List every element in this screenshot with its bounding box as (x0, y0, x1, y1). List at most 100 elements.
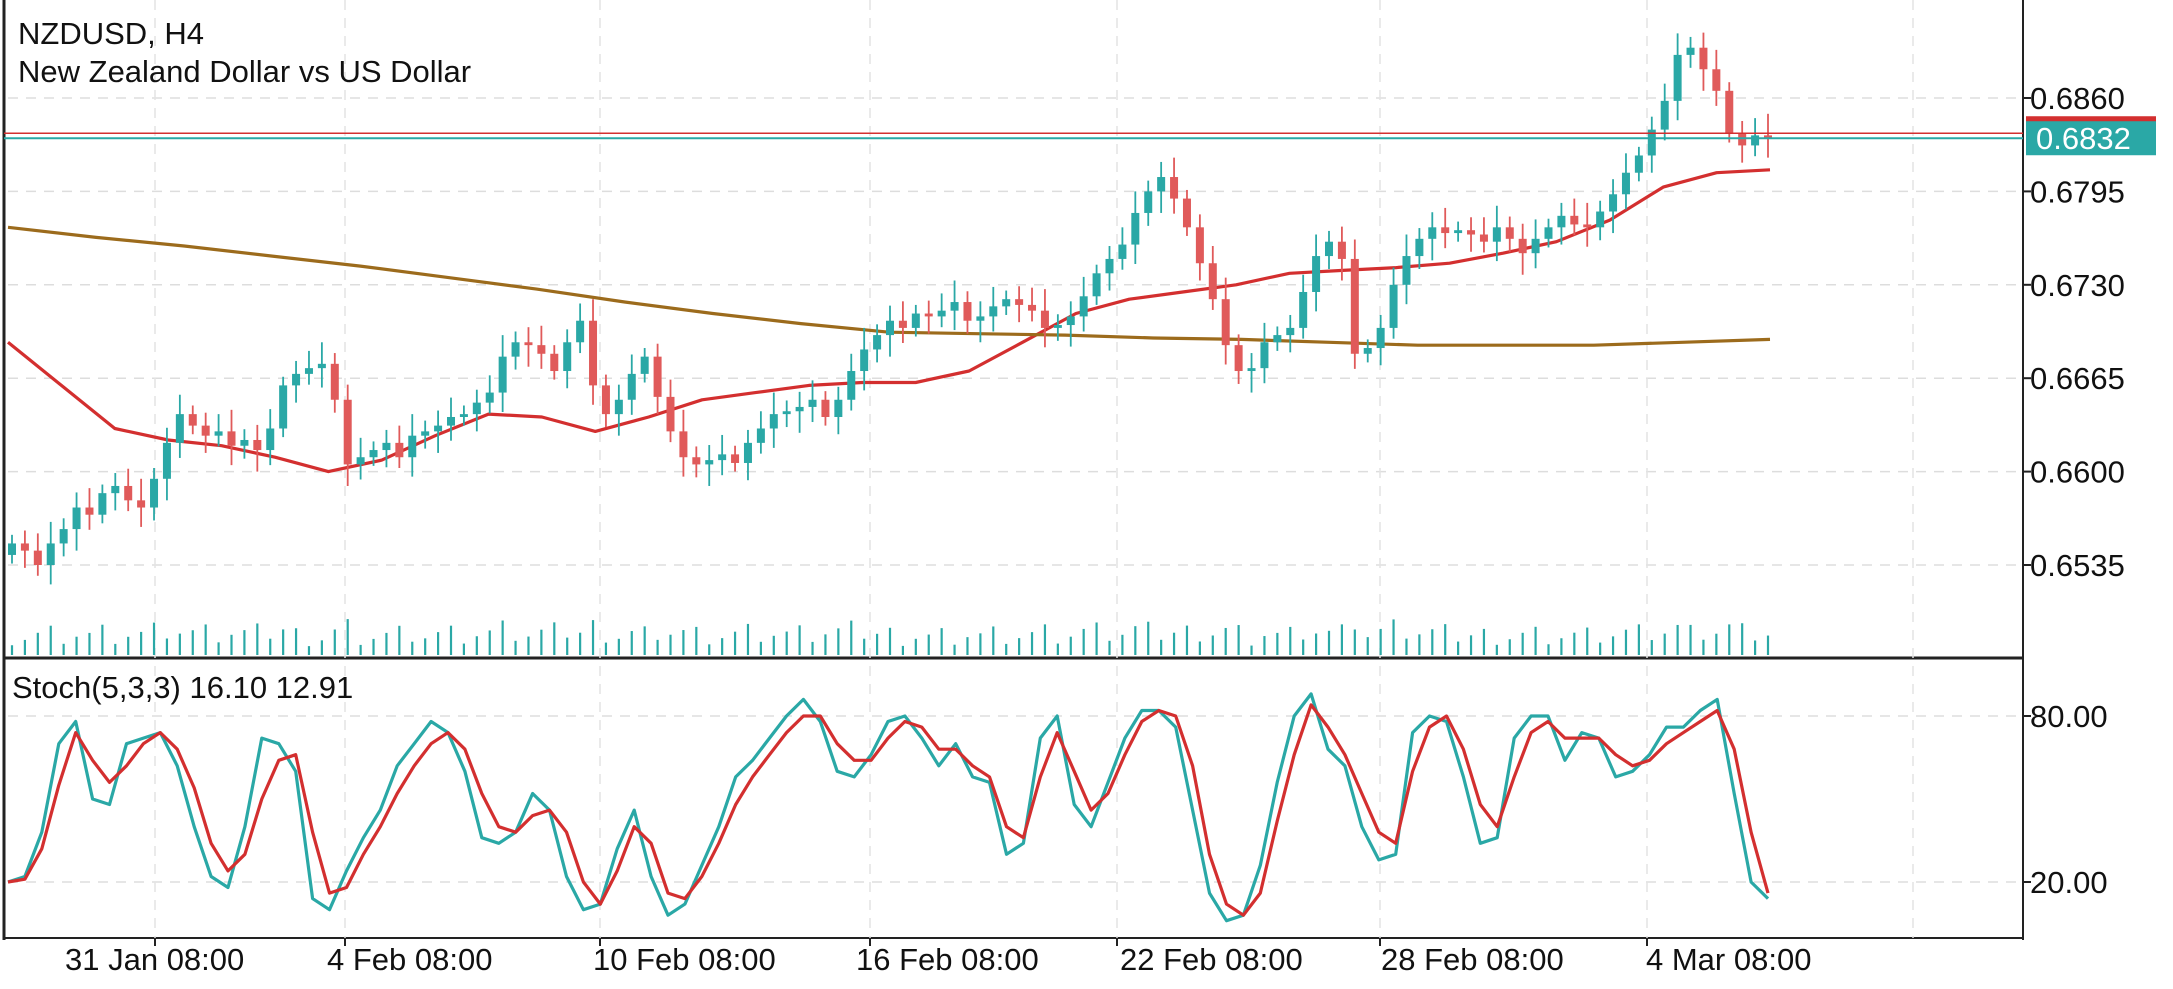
candle-body (1092, 273, 1101, 297)
candle-body (924, 313, 933, 317)
candle-body (950, 302, 959, 311)
candle-body (1118, 244, 1127, 259)
candle-body (292, 373, 301, 386)
candle-body (718, 454, 727, 461)
candle-body (395, 442, 404, 458)
candle-body (1337, 241, 1346, 259)
candle-body (782, 411, 791, 415)
candle-body (1660, 100, 1669, 130)
candle-body (705, 460, 714, 465)
candle-body (1182, 198, 1191, 228)
candle-body (33, 550, 42, 565)
candle-body (563, 342, 572, 372)
candle-body (72, 507, 81, 530)
candle-body (1634, 155, 1643, 173)
candle-body (1531, 238, 1540, 254)
candle-body (550, 353, 559, 372)
candle-body (434, 425, 443, 432)
stochastic-lines (7, 692, 1770, 923)
axis-ticks: 0.6860 0.6795 0.6730 0.6665 0.6600 0.6535 80.0… (65, 81, 2125, 977)
candle-body (369, 450, 378, 458)
candle-body (124, 485, 133, 501)
candle-body (1621, 172, 1630, 195)
candle-body (808, 399, 817, 407)
current-price-tag (2026, 121, 2156, 156)
candle-body (898, 320, 907, 328)
candle-body (46, 543, 55, 565)
candle-body (1299, 291, 1308, 328)
candle-body (1312, 256, 1321, 292)
candle-body (356, 457, 365, 465)
candle-body (1583, 224, 1592, 228)
candle-body (537, 345, 546, 354)
candle-body (1428, 227, 1437, 239)
symbol-subtitle: New Zealand Dollar vs US Dollar (18, 54, 471, 89)
stoch-tick-label: 80.00 (2030, 699, 2108, 734)
current-price-label: 0.6832 (2036, 121, 2131, 156)
candle-body (1673, 54, 1682, 101)
candle-body (1686, 47, 1695, 55)
candle-body (1738, 133, 1747, 146)
candle-body (1040, 310, 1049, 328)
candle-body (1492, 227, 1501, 242)
candle-body (743, 442, 752, 463)
time-tick-label: 16 Feb 08:00 (856, 942, 1039, 977)
candle-body (1144, 191, 1153, 213)
candle-body (1079, 296, 1088, 317)
candle-body (1402, 256, 1411, 285)
candle-body (1467, 230, 1476, 235)
time-tick-label: 4 Mar 08:00 (1646, 942, 1811, 977)
candle-body (98, 493, 107, 515)
candle-body (1725, 90, 1734, 134)
candle-body (240, 439, 249, 446)
candle-body (330, 363, 339, 400)
candle-body (150, 478, 159, 508)
candle-body (446, 416, 456, 426)
candle-body (989, 306, 998, 317)
stoch-k-line (7, 692, 1770, 923)
candle-body (7, 543, 17, 555)
candle-body (976, 316, 985, 321)
time-tick-label: 10 Feb 08:00 (593, 942, 776, 977)
candle-body (1479, 234, 1488, 242)
candle-body (59, 529, 68, 544)
candle-body (1454, 230, 1463, 234)
candle-body (847, 371, 856, 400)
time-tick-label: 4 Feb 08:00 (327, 942, 492, 977)
stoch-d-line (7, 703, 1770, 917)
candle-body (1028, 304, 1037, 311)
candle-body (162, 442, 171, 479)
candle-body (1712, 69, 1721, 91)
price-tick-label: 0.6860 (2030, 81, 2125, 116)
candle-body (1260, 342, 1269, 369)
candle-body (679, 431, 688, 458)
candle-body (1570, 215, 1579, 225)
candle-body (601, 385, 610, 415)
candlesticks[interactable] (7, 32, 1773, 585)
candle-body (1763, 135, 1773, 139)
candle-body (317, 363, 326, 369)
candle-body (85, 507, 94, 515)
candle-body (1415, 238, 1424, 257)
candle-body (653, 356, 662, 397)
candle-body (1002, 299, 1011, 307)
candle-body (1273, 335, 1282, 343)
candle-body (1247, 368, 1256, 372)
candle-body (1350, 258, 1359, 354)
candle-body (511, 342, 520, 357)
time-tick-label: 28 Feb 08:00 (1381, 942, 1564, 977)
candle-body (498, 356, 507, 393)
candle-body (1505, 227, 1514, 239)
candle-body (1389, 284, 1398, 328)
candle-body (873, 335, 882, 350)
candle-body (756, 428, 765, 443)
candle-body (421, 431, 430, 436)
candle-body (911, 313, 920, 328)
candle-body (576, 320, 585, 343)
candle-body (253, 439, 262, 451)
candle-body (1053, 325, 1062, 328)
candle-body (524, 342, 533, 346)
candle-body (279, 385, 288, 429)
